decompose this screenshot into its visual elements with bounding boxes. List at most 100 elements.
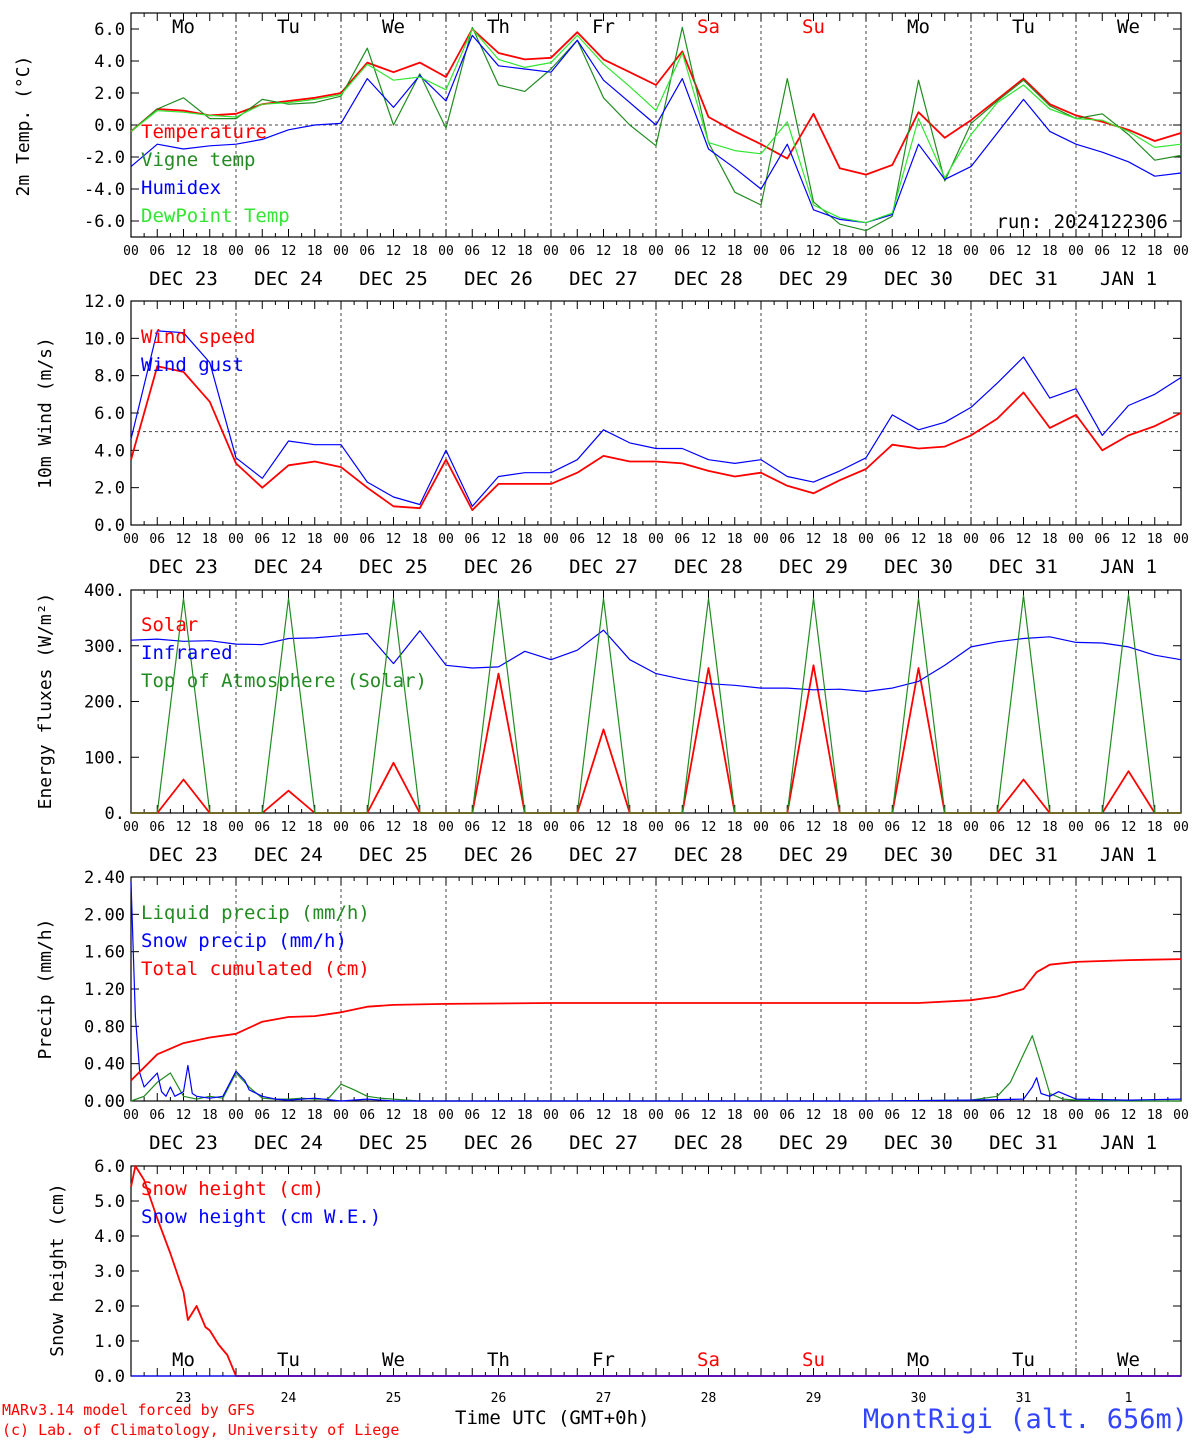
weekday-label: We xyxy=(382,1349,405,1371)
x-hour-label: 00 xyxy=(963,532,979,547)
x-hour-label: 06 xyxy=(674,532,690,547)
weekday-label: Tu xyxy=(277,16,300,38)
weekday-label: Fr xyxy=(592,16,615,38)
x-date-label: DEC 27 xyxy=(569,268,638,290)
legend-entry: Liquid precip (mm/h) xyxy=(141,902,370,924)
y-tick-label: 1.60 xyxy=(84,943,125,963)
x-hour-label: 06 xyxy=(884,244,900,259)
y-tick-label: 5.0 xyxy=(94,1192,125,1212)
x-hour-label: 00 xyxy=(333,244,349,259)
x-hour-label: 06 xyxy=(359,244,375,259)
x-hour-label: 00 xyxy=(753,1108,769,1123)
y-tick-label: 1.20 xyxy=(84,980,125,1000)
legend-entry: Total cumulated (cm) xyxy=(141,958,370,980)
weekday-label: Mo xyxy=(907,16,930,38)
x-day-number: 29 xyxy=(806,1391,822,1406)
y-tick-label: -4.0 xyxy=(84,180,125,200)
station-label: MontRigi (alt. 656m) xyxy=(863,1404,1188,1435)
x-hour-label: 18 xyxy=(307,532,323,547)
legend-entry: Wind speed xyxy=(141,326,255,348)
y-tick-label: 4.0 xyxy=(94,1227,125,1247)
y-tick-label: 4.0 xyxy=(94,441,125,461)
x-hour-label: 18 xyxy=(622,820,638,835)
y-tick-label: 10.0 xyxy=(84,329,125,349)
legend-entry: Snow precip (mm/h) xyxy=(141,930,347,952)
x-date-label: DEC 29 xyxy=(779,844,848,866)
series-line xyxy=(131,593,1181,814)
x-hour-label: 12 xyxy=(911,1108,927,1123)
y-tick-label: 8.0 xyxy=(94,367,125,387)
x-hour-label: 00 xyxy=(858,820,874,835)
y-axis-title: Precip (mm/h) xyxy=(35,919,56,1060)
y-tick-label: 0.00 xyxy=(84,1092,125,1112)
legend-entry: Snow height (cm W.E.) xyxy=(141,1206,381,1228)
x-hour-label: 00 xyxy=(333,820,349,835)
x-day-number: 26 xyxy=(491,1391,507,1406)
weekday-label: Su xyxy=(802,1349,825,1371)
x-hour-label: 06 xyxy=(464,820,480,835)
x-hour-label: 18 xyxy=(202,244,218,259)
chart-panel-3: 0. 100. 200. 300. 400. Energy fluxes (W/m²) 00… xyxy=(35,581,1189,866)
x-day-number: 30 xyxy=(911,1391,927,1406)
y-axis-title: Snow height (cm) xyxy=(47,1183,68,1356)
x-date-label: JAN 1 xyxy=(1100,844,1157,866)
x-hour-label: 18 xyxy=(832,532,848,547)
x-date-label: DEC 29 xyxy=(779,268,848,290)
x-hour-label: 12 xyxy=(281,244,297,259)
x-hour-label: 12 xyxy=(701,532,717,547)
x-hour-label: 06 xyxy=(1094,244,1110,259)
x-hour-label: 12 xyxy=(1016,532,1032,547)
x-hour-label: 06 xyxy=(149,244,165,259)
x-hour-label: 06 xyxy=(989,244,1005,259)
x-hour-label: 12 xyxy=(281,1108,297,1123)
x-day-number: 25 xyxy=(386,1391,402,1406)
x-hour-label: 18 xyxy=(832,244,848,259)
x-hour-label: 12 xyxy=(386,820,402,835)
x-day-number: 1 xyxy=(1125,1391,1133,1406)
x-hour-label: 12 xyxy=(176,532,192,547)
x-hour-label: 00 xyxy=(123,532,139,547)
x-hour-label: 00 xyxy=(1068,532,1084,547)
x-hour-label: 12 xyxy=(491,820,507,835)
x-hour-label: 12 xyxy=(1016,244,1032,259)
x-date-label: DEC 31 xyxy=(989,1132,1058,1154)
x-hour-label: 06 xyxy=(674,1108,690,1123)
legend-entry: Top of Atmosphere (Solar) xyxy=(141,670,427,692)
weekday-label: Mo xyxy=(907,1349,930,1371)
x-date-label: DEC 25 xyxy=(359,556,428,578)
x-hour-label: 00 xyxy=(543,1108,559,1123)
weekday-label: Mo xyxy=(172,1349,195,1371)
x-hour-label: 06 xyxy=(149,1108,165,1123)
x-date-label: JAN 1 xyxy=(1100,1132,1157,1154)
y-tick-label: 0. xyxy=(105,804,125,824)
x-hour-label: 00 xyxy=(963,820,979,835)
y-tick-label: 0.40 xyxy=(84,1055,125,1075)
x-hour-label: 06 xyxy=(149,820,165,835)
x-hour-label: 00 xyxy=(963,244,979,259)
x-hour-label: 18 xyxy=(517,820,533,835)
series-line xyxy=(130,330,1182,507)
weekday-label: Tu xyxy=(1012,16,1035,38)
x-hour-label: 00 xyxy=(1173,1108,1189,1123)
x-hour-label: 18 xyxy=(832,1108,848,1123)
weekday-label: Sa xyxy=(697,16,720,38)
x-hour-label: 06 xyxy=(674,820,690,835)
x-hour-label: 00 xyxy=(648,532,664,547)
x-hour-label: 18 xyxy=(937,1108,953,1123)
x-hour-label: 12 xyxy=(176,1108,192,1123)
x-hour-label: 18 xyxy=(622,244,638,259)
x-hour-label: 00 xyxy=(123,820,139,835)
x-hour-label: 18 xyxy=(727,1108,743,1123)
x-hour-label: 18 xyxy=(1147,1108,1163,1123)
x-hour-label: 06 xyxy=(779,820,795,835)
x-date-label: DEC 28 xyxy=(674,1132,743,1154)
weekday-label: Th xyxy=(487,16,510,38)
x-date-label: DEC 28 xyxy=(674,556,743,578)
weekday-label: Fr xyxy=(592,1349,615,1371)
x-hour-label: 06 xyxy=(149,532,165,547)
y-tick-label: 2.0 xyxy=(94,1297,125,1317)
x-hour-label: 18 xyxy=(1042,820,1058,835)
x-hour-label: 18 xyxy=(832,820,848,835)
x-date-label: DEC 29 xyxy=(779,1132,848,1154)
x-date-label: DEC 26 xyxy=(464,1132,533,1154)
